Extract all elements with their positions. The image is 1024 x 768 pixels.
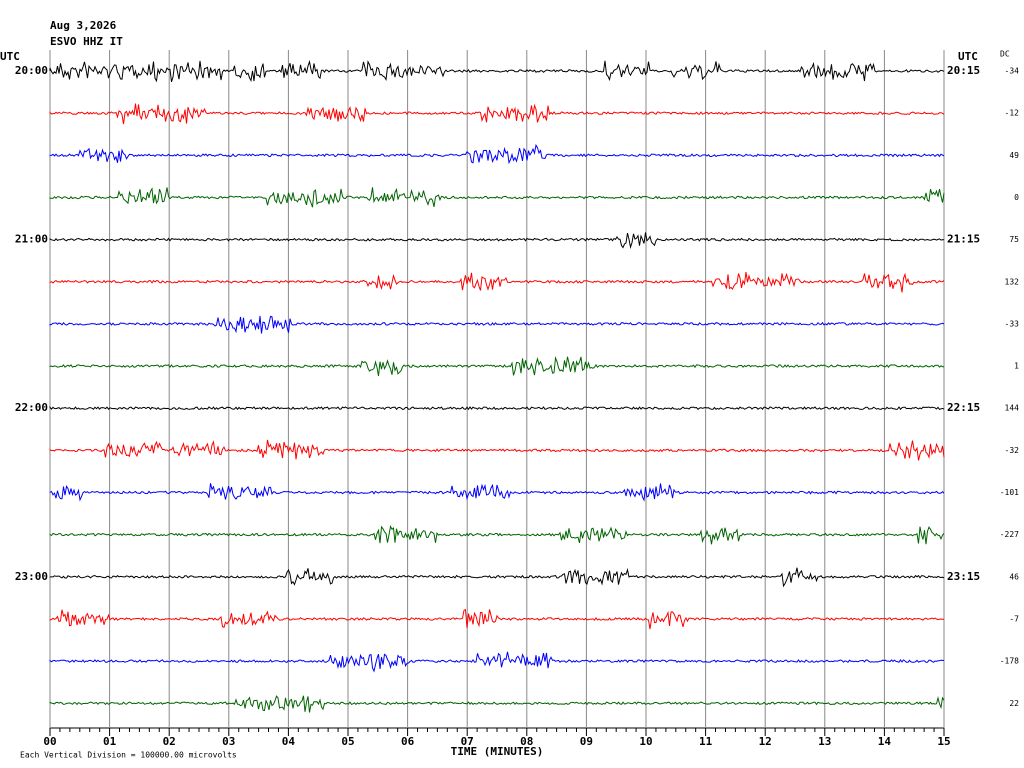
dc-title: DC [1000, 50, 1010, 59]
dc-offset: 22 [1009, 699, 1019, 708]
x-tick-label: 00 [43, 735, 56, 748]
dc-offset: -101 [1000, 488, 1019, 497]
x-tick-label: 05 [341, 735, 354, 748]
trace [49, 232, 945, 250]
x-tick-label: 10 [639, 735, 652, 748]
x-tick-label: 04 [282, 735, 296, 748]
dc-offset: 132 [1005, 277, 1020, 286]
trace [49, 356, 944, 377]
dc-offset: 144 [1005, 404, 1020, 413]
x-tick-label: 01 [103, 735, 117, 748]
trace [49, 567, 945, 588]
row-time-right: 22:15 [947, 401, 980, 414]
dc-offset: 49 [1009, 151, 1019, 160]
x-tick-label: 09 [580, 735, 593, 748]
trace [49, 483, 945, 502]
dc-offset: 75 [1009, 235, 1019, 244]
trace [49, 405, 945, 411]
row-time-right: 21:15 [947, 233, 980, 246]
left-axis-title: UTC [0, 50, 20, 63]
x-tick-label: 13 [818, 735, 831, 748]
trace [49, 651, 945, 673]
footer: Each Vertical Division = 100000.00 micro… [20, 751, 237, 760]
row-time-left: 20:00 [15, 64, 48, 77]
row-time-left: 22:00 [15, 401, 48, 414]
x-tick-label: 06 [401, 735, 415, 748]
x-tick-label: 08 [520, 735, 533, 748]
dc-offset: 1 [1014, 362, 1019, 371]
trace [49, 439, 945, 461]
trace [49, 608, 945, 630]
trace [49, 272, 945, 293]
x-tick-label: 11 [699, 735, 713, 748]
dc-offset: 0 [1014, 193, 1019, 202]
trace [49, 695, 945, 713]
trace [49, 59, 945, 83]
dc-offset: -7 [1009, 614, 1019, 623]
right-axis-title: UTC [958, 50, 978, 63]
x-tick-label: 03 [222, 735, 235, 748]
trace [49, 315, 945, 334]
row-time-right: 20:15 [947, 64, 980, 77]
date: Aug 3,2026 [50, 19, 117, 32]
trace [49, 187, 945, 208]
x-tick-label: 14 [878, 735, 892, 748]
station: ESVO HHZ IT [50, 35, 123, 48]
dc-offset: 46 [1009, 572, 1019, 581]
x-tick-label: 15 [937, 735, 950, 748]
dc-offset: -178 [1000, 657, 1019, 666]
row-time-left: 21:00 [15, 233, 48, 246]
x-tick-label: 07 [461, 735, 474, 748]
x-axis-title: TIME (MINUTES) [451, 745, 544, 758]
dc-offset: -33 [1005, 319, 1020, 328]
dc-offset: -227 [1000, 530, 1019, 539]
dc-offset: -32 [1005, 446, 1020, 455]
row-time-right: 23:15 [947, 570, 980, 583]
x-tick-label: 02 [163, 735, 176, 748]
dc-offset: -34 [1005, 67, 1020, 76]
trace [49, 143, 945, 165]
dc-offset: -12 [1005, 109, 1020, 118]
trace [49, 103, 945, 125]
trace [49, 525, 945, 545]
x-tick-label: 12 [759, 735, 772, 748]
row-time-left: 23:00 [15, 570, 48, 583]
